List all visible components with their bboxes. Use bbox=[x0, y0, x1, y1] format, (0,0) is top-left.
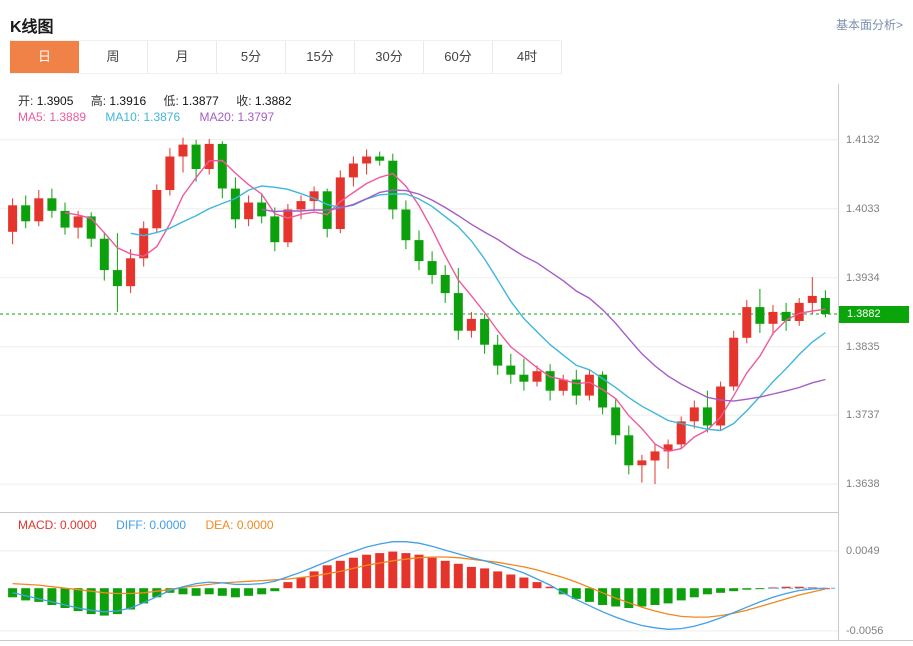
diff-value: 0.0000 bbox=[149, 518, 187, 532]
dea-value: 0.0000 bbox=[236, 518, 274, 532]
low-value: 1.3877 bbox=[182, 94, 219, 108]
diff-label: DIFF: bbox=[116, 518, 147, 532]
close-value: 1.3882 bbox=[254, 94, 292, 108]
low-label: 低: bbox=[163, 94, 179, 108]
tab-60min[interactable]: 60分 bbox=[424, 41, 493, 73]
ma20-legend: MA20: 1.3797 bbox=[199, 110, 274, 124]
macd-label: MACD: bbox=[18, 518, 57, 532]
ma5-value: 1.3889 bbox=[49, 110, 87, 124]
ma-legend: MA5: 1.3889 MA10: 1.3876 MA20: 1.3797 bbox=[18, 110, 290, 124]
high-label: 高: bbox=[90, 94, 107, 108]
y-axis-line bbox=[838, 84, 839, 640]
tab-30min[interactable]: 30分 bbox=[355, 41, 424, 73]
macd-legend: MACD: 0.0000 DIFF: 0.0000 DEA: 0.0000 bbox=[18, 518, 290, 532]
tab-5min[interactable]: 5分 bbox=[217, 41, 286, 73]
candlestick-chart[interactable] bbox=[0, 84, 838, 512]
macd-chart[interactable] bbox=[0, 512, 838, 640]
price-axis-label: 1.3934 bbox=[846, 271, 880, 284]
chart-region: 1.4132 1.4033 1.3934 1.3835 1.3737 1.3638 0.00… bbox=[0, 84, 913, 641]
period-tab-bar: 日 周 月 5分 15分 30分 60分 4时 bbox=[10, 40, 562, 74]
tab-day[interactable]: 日 bbox=[10, 41, 79, 73]
tab-week[interactable]: 周 bbox=[79, 41, 148, 73]
price-axis-label: 1.3737 bbox=[846, 409, 880, 422]
open-label: 开: bbox=[18, 94, 34, 108]
ma10-label: MA10: bbox=[105, 110, 141, 124]
ma20-value: 1.3797 bbox=[237, 110, 275, 124]
panel-divider bbox=[0, 512, 838, 513]
dea-value-legend: DEA: 0.0000 bbox=[205, 518, 273, 532]
ma10-value: 1.3876 bbox=[143, 110, 181, 124]
open-value: 1.3905 bbox=[36, 94, 74, 108]
current-price-badge: 1.3882 bbox=[839, 305, 909, 323]
macd-axis-label: 0.0049 bbox=[846, 544, 880, 557]
price-axis-label: 1.4132 bbox=[846, 133, 880, 146]
macd-value-legend: MACD: 0.0000 bbox=[18, 518, 97, 532]
tab-month[interactable]: 月 bbox=[148, 41, 217, 73]
tab-4hour[interactable]: 4时 bbox=[493, 41, 562, 73]
ohlc-legend: 开: 1.3905 高: 1.3916 低: 1.3877 收: 1.3882 bbox=[18, 92, 306, 109]
macd-value: 0.0000 bbox=[60, 518, 97, 532]
price-axis-label: 1.3835 bbox=[846, 340, 880, 353]
high-value: 1.3916 bbox=[109, 94, 147, 108]
macd-axis-label: -0.0056 bbox=[846, 624, 884, 637]
ma10-legend: MA10: 1.3876 bbox=[105, 110, 180, 124]
close-label: 收: bbox=[236, 94, 252, 108]
price-axis-label: 1.3638 bbox=[846, 478, 880, 491]
tab-15min[interactable]: 15分 bbox=[286, 41, 355, 73]
price-axis-label: 1.4033 bbox=[846, 202, 880, 215]
chart-bottom-border bbox=[0, 640, 913, 641]
ma20-label: MA20: bbox=[199, 110, 235, 124]
page-title: K线图 bbox=[10, 18, 54, 36]
ma5-legend: MA5: 1.3889 bbox=[18, 110, 86, 124]
dea-label: DEA: bbox=[205, 518, 234, 532]
diff-value-legend: DIFF: 0.0000 bbox=[116, 518, 186, 532]
header: K线图 基本面分析> bbox=[0, 0, 913, 40]
fundamental-analysis-link[interactable]: 基本面分析> bbox=[835, 18, 903, 32]
ma5-label: MA5: bbox=[18, 110, 47, 124]
